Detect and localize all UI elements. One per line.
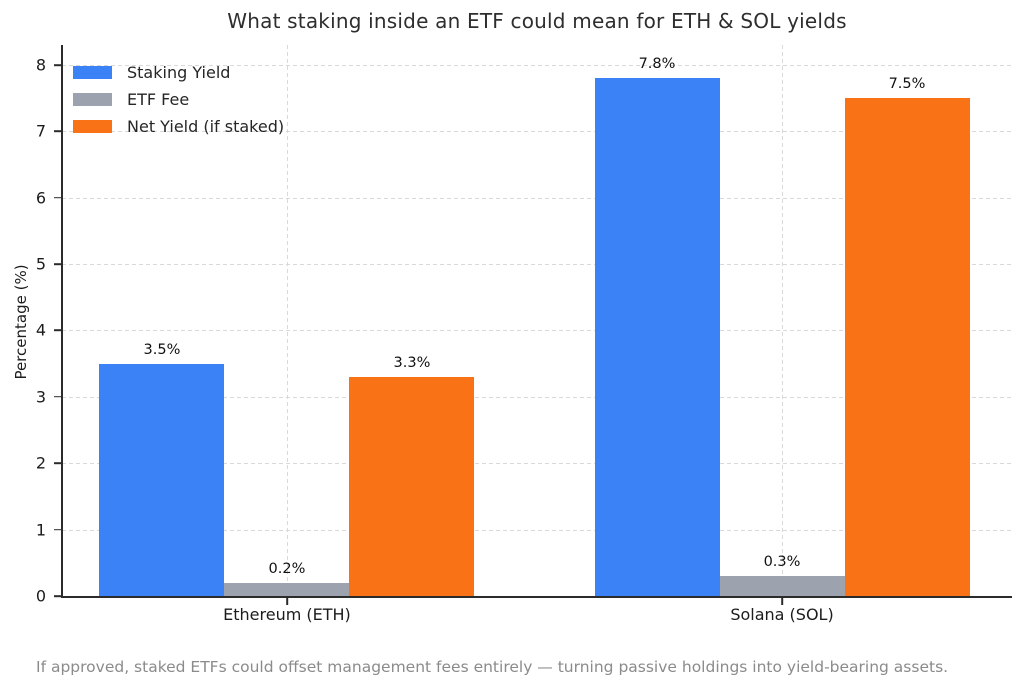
y-tick-mark (54, 528, 62, 531)
bar-value-label: 3.5% (143, 341, 181, 358)
gridline-horizontal (62, 463, 1012, 465)
y-tick-label: 4 (35, 320, 46, 340)
y-tick-mark (54, 64, 62, 66)
y-axis-title: Percentage (%) (12, 264, 30, 380)
figure-caption: If approved, staked ETFs could offset ma… (36, 658, 949, 676)
x-axis-line (61, 595, 1012, 598)
legend-swatch-net-yield (73, 120, 112, 133)
bar-value-label: 7.8% (638, 56, 676, 73)
plot-area: Staking Yield ETF Fee Net Yield (if stak… (36, 45, 1012, 624)
bar-value-label: 0.2% (268, 560, 306, 577)
x-tick-mark (781, 597, 783, 605)
y-tick-label: 0 (35, 586, 46, 606)
legend-item-etf-fee: ETF Fee (73, 90, 284, 109)
gridline-horizontal (62, 64, 1012, 66)
legend-label: Net Yield (if staked) (127, 117, 285, 136)
gridline-horizontal (62, 131, 1012, 133)
bar-staking-yield (99, 363, 225, 596)
gridline-horizontal (62, 197, 1012, 199)
gridline-horizontal (62, 264, 1012, 266)
y-tick-label: 5 (35, 254, 46, 274)
gridline-vertical (782, 45, 783, 596)
y-axis-line (61, 45, 63, 596)
bar-value-label: 3.3% (393, 354, 431, 371)
y-tick-label: 1 (35, 520, 46, 540)
bar-value-label: 7.5% (888, 76, 926, 93)
y-tick-label: 6 (35, 188, 46, 208)
y-tick-label: 3 (35, 387, 46, 407)
gridline-horizontal (62, 330, 1012, 332)
y-tick-mark (54, 595, 62, 597)
x-tick-label: Ethereum (ETH) (223, 605, 351, 624)
x-tick-mark (286, 597, 288, 605)
y-tick-mark (54, 263, 62, 265)
y-tick-mark (54, 196, 62, 199)
bar-net-yield-if-staked- (349, 376, 475, 596)
y-tick-label: 7 (35, 121, 46, 141)
bar-net-yield-if-staked- (844, 98, 970, 596)
legend: Staking Yield ETF Fee Net Yield (if stak… (73, 63, 284, 136)
gridline-vertical (286, 45, 288, 596)
y-tick-mark (54, 462, 62, 465)
legend-label: Staking Yield (127, 63, 231, 82)
legend-item-net-yield: Net Yield (if staked) (73, 117, 284, 136)
gridline-horizontal (62, 396, 1012, 398)
bar-staking-yield (594, 78, 720, 596)
y-tick-mark (54, 329, 62, 332)
bar-value-label: 0.3% (763, 554, 801, 571)
gridline-horizontal (62, 529, 1012, 531)
y-tick-label: 2 (35, 453, 46, 473)
bar-etf-fee (224, 582, 350, 596)
legend-label: ETF Fee (127, 90, 190, 109)
y-tick-mark (54, 396, 62, 398)
y-tick-mark (54, 130, 62, 133)
chart-title: What staking inside an ETF could mean fo… (227, 9, 847, 33)
x-tick-label: Solana (SOL) (730, 605, 834, 624)
y-tick-label: 8 (35, 55, 46, 75)
legend-swatch-etf-fee (73, 93, 112, 106)
bar-etf-fee (719, 576, 845, 596)
legend-swatch-staking-yield (73, 66, 112, 79)
legend-item-staking-yield: Staking Yield (73, 63, 284, 82)
